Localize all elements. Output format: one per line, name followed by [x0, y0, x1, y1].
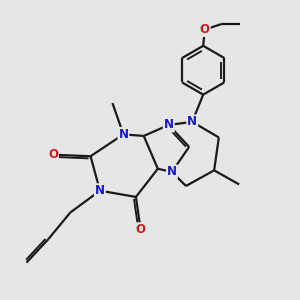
- Text: N: N: [95, 184, 105, 197]
- Text: O: O: [200, 23, 210, 36]
- Text: N: N: [167, 165, 177, 178]
- Text: N: N: [118, 128, 128, 141]
- Text: N: N: [187, 115, 197, 128]
- Text: O: O: [48, 148, 58, 161]
- Text: O: O: [136, 223, 146, 236]
- Text: N: N: [164, 118, 174, 131]
